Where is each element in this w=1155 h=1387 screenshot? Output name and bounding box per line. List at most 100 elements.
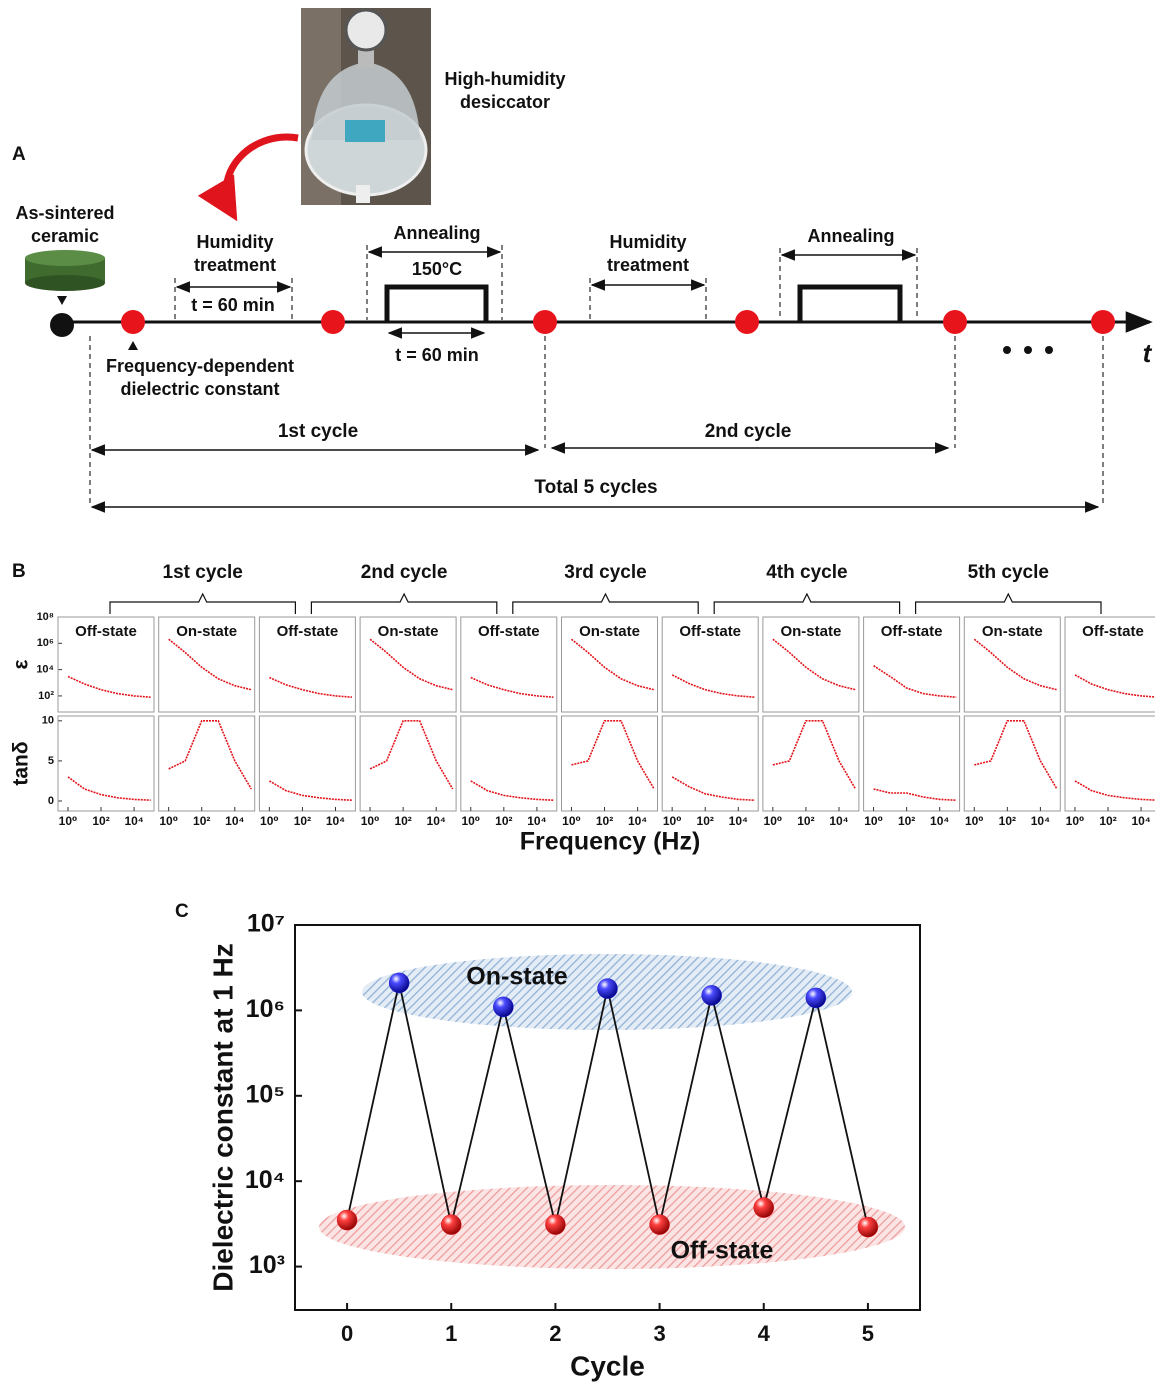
state-region: [319, 1185, 905, 1269]
y-tick-label: 10⁷: [247, 910, 285, 938]
x-tick-label: 4: [758, 1321, 771, 1346]
point: [388, 972, 410, 994]
panel-frame: [258, 616, 356, 713]
x-tick-label: 10²: [495, 814, 512, 828]
step-title: Annealing: [393, 223, 480, 243]
y-tick-label: 10²: [38, 690, 54, 702]
panel-frame: [863, 616, 961, 713]
point: [857, 1216, 879, 1238]
step-title: Annealing: [807, 226, 894, 246]
curve: [168, 720, 252, 790]
curve: [772, 638, 856, 691]
panel-c: C On-state Off-state 10³ 10⁴ 10⁵ 10⁶ 10⁷ 0 1 2 3 4 5 C…: [175, 901, 921, 1381]
curve: [369, 720, 454, 790]
state-label: On-state: [176, 623, 237, 640]
state-label: On-state: [579, 623, 640, 640]
x-tick-label: 10⁰: [764, 814, 783, 828]
curve: [873, 665, 957, 698]
state-label: Off-state: [478, 623, 540, 640]
x-tick-label: 10⁴: [225, 814, 244, 828]
point: [493, 996, 514, 1018]
group-label: 1st cycle: [163, 562, 243, 583]
x-tick-label: 10⁰: [260, 814, 279, 828]
x-tick-label: 10²: [596, 814, 613, 828]
curve: [470, 780, 554, 801]
x-tick-label: 10²: [898, 814, 915, 828]
x-axis-title: Frequency (Hz): [520, 828, 701, 856]
measure-points: [121, 310, 1115, 334]
curve: [671, 674, 755, 698]
curve: [671, 776, 755, 801]
connector: [606, 988, 661, 1225]
curve: [269, 676, 353, 698]
curve: [67, 675, 151, 698]
connector: [398, 982, 453, 1225]
connector: [554, 988, 609, 1225]
step-time: t = 60 min: [191, 295, 275, 315]
point: [336, 1209, 358, 1231]
point: [701, 985, 722, 1006]
group-label: 4th cycle: [766, 562, 847, 583]
panel-frame: [359, 616, 457, 713]
row-label: ε: [10, 659, 33, 669]
x-tick-label: 10⁰: [59, 814, 78, 828]
connector: [814, 997, 869, 1228]
brace: [310, 592, 498, 614]
step-title: Humidity: [609, 232, 686, 252]
sample-label: As-sintered: [15, 203, 114, 223]
y-axis-title: Dielectric constant at 1 Hz: [207, 943, 238, 1292]
x-tick-label: 10²: [394, 814, 411, 828]
panel-b: B 1st cycle 2nd cycle 3rd cycle 4th cycle 5th…: [10, 561, 1155, 856]
state-label: On-state: [378, 623, 439, 640]
total-label: Total 5 cycles: [534, 477, 657, 498]
connector: [502, 1006, 557, 1225]
point: [441, 1214, 462, 1235]
x-tick-label: 2: [549, 1321, 561, 1346]
cycle-label: 1st cycle: [278, 421, 358, 442]
curve: [873, 788, 957, 801]
x-tick-label: 10⁰: [864, 814, 883, 828]
panel-frame: [359, 715, 457, 812]
panel-frame: [460, 715, 558, 812]
panel-frame: [258, 715, 356, 812]
connector: [762, 997, 817, 1208]
photo-arrow: [197, 133, 299, 222]
x-tick-label: 10⁴: [1031, 814, 1050, 828]
time-axis-label: t: [1143, 338, 1153, 368]
panel-frame: [158, 715, 256, 812]
panel-frame: [963, 715, 1061, 812]
curve: [571, 638, 655, 691]
y-tick-label: 10: [42, 715, 54, 727]
step-time: t = 60 min: [395, 345, 479, 365]
state-label: Off-state: [881, 623, 943, 640]
x-tick-label: 10²: [193, 814, 210, 828]
group-label: 2nd cycle: [361, 562, 448, 583]
x-tick-label: 10²: [797, 814, 814, 828]
brace: [109, 592, 296, 614]
x-tick-label: 10⁰: [461, 814, 480, 828]
connector: [450, 1006, 505, 1225]
x-tick-label: 10²: [999, 814, 1016, 828]
region-label: On-state: [466, 963, 568, 991]
x-tick-label: 10⁴: [829, 814, 848, 828]
x-tick-label: 10²: [1099, 814, 1116, 828]
panel-frame: [158, 616, 256, 713]
measurement-label: Frequency-dependent: [106, 356, 294, 376]
point: [545, 1214, 566, 1235]
y-tick-label: 0: [48, 795, 54, 807]
step-title: treatment: [607, 255, 689, 275]
panel-label: A: [12, 144, 26, 165]
sample-label: ceramic: [31, 226, 99, 246]
x-tick-label: 10⁴: [1131, 814, 1150, 828]
x-tick-label: 1: [445, 1321, 457, 1346]
panel-frame: [762, 715, 860, 812]
cycle-label: 2nd cycle: [705, 421, 792, 442]
connector: [346, 982, 401, 1221]
x-axis-title: Cycle: [570, 1350, 645, 1381]
x-tick-label: 10⁴: [427, 814, 446, 828]
x-tick-label: 10²: [294, 814, 311, 828]
state-label: On-state: [780, 623, 841, 640]
y-tick-label: 10³: [249, 1251, 285, 1279]
group-label: 5th cycle: [968, 562, 1049, 583]
